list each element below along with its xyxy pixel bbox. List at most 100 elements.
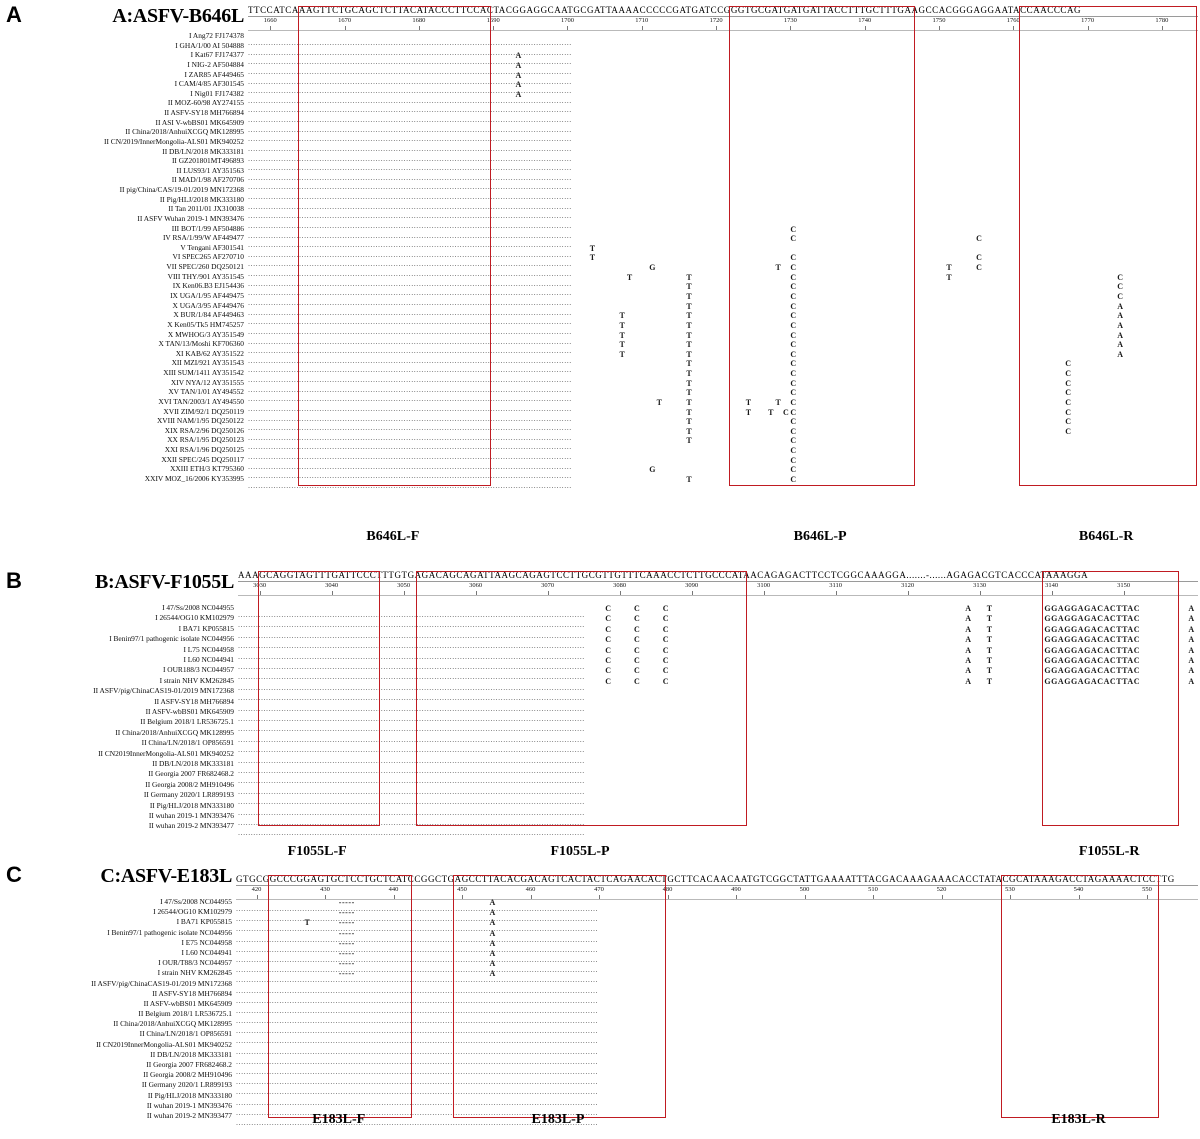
sequence-name: I NIG-2 AF504884 [187,59,244,69]
ruler-tick-mark [462,895,464,899]
alignment-row: XI KAB/62 AY351522......................… [176,349,1198,365]
alignment-row: XXIII ETH/3 KT795360....................… [170,464,1198,480]
sequence-name: I OUR/T88/3 NC044957 [158,958,232,968]
sequence-name: II ASFV-SY18 MH766894 [164,108,244,118]
mutation-base: C [790,417,797,427]
sequence-name: II ASFV Wuhan 2019-1 MN393476 [137,213,244,223]
alignment-row: I Kat67 FJ174377........................… [191,50,1198,66]
identity-dots: ........................................… [238,786,585,796]
primer-label: E183L-P [531,1112,585,1127]
alignment-row: IV RSA/1/99/W AF449477..................… [163,233,1198,249]
identity-dots: ........................................… [248,326,572,336]
alignment-row: II wuhan 2019-1 MN393476................… [147,1101,1198,1117]
alignment-row: II Pig/HLJ/2018 MN333180................… [150,801,1198,817]
position-ruler-b: 3030 3040 3050 3060 3070 3080 3090 3100 3110 3120… [238,582,1198,596]
mutation-base: C [662,635,670,645]
alignment-row: I OUR188/3 NC044957.....................… [163,665,1198,681]
alignment-row: I GHA/1/00 AI 504888....................… [175,41,1198,57]
panel-letter-a: A [6,2,22,27]
mutation-base: A [965,645,972,655]
sequence-name: II China/2018/AnhuiXCGQ MK128995 [115,727,234,737]
panel-title-b: B:ASFV-F1055L [94,571,234,593]
ruler-tick-label: 3080 [613,582,627,589]
mutation-base: A [965,635,972,645]
ruler-tick-label: 1750 [932,17,946,24]
identity-dots: ........................................… [238,610,585,619]
sequence-name: I 47/Ss/2008 NC044955 [162,603,234,612]
alignment-row: II MOZ-60/98 AY274155...................… [168,98,1198,114]
alignment-row: II DB/LN/2018 MK333181..................… [162,147,1198,163]
sequence-name: II China/2018/AnhuiXCGQ MK128995 [125,127,244,137]
mutation-base: T [745,407,752,417]
alignment-row: II ASFV-SY18 MH766894...................… [152,989,1198,1005]
sequence-name: I Benin97/1 pathogenic isolate NC044956 [109,634,234,644]
identity-dots: ........................................… [248,461,572,471]
ruler-tick-label: 3130 [973,582,987,589]
mutation-base: C [790,330,797,340]
mutation-base: T [986,666,993,676]
mutation-base: C [976,263,983,273]
identity-dots: ........................................… [238,745,585,755]
sequence-name: II wuhan 2019-2 MN393477 [148,821,234,831]
mutation-base: C [790,397,797,407]
alignment-row: II Belgium 2018/1 LR536725.1............… [140,717,1198,733]
sequence-name: I Nig01 FJ174382 [190,88,244,98]
identity-dots: ........................................… [238,641,585,651]
alignment-row: I Nig01 FJ174382........................… [190,89,1198,105]
identity-dots: ........................................… [238,682,585,692]
mutation-base: C [790,465,797,475]
alignment-row: II wuhan 2019-2 MN393477................… [149,821,1198,837]
sequence-name: I L75 NC044958 [183,644,234,654]
primer-label: E183L-F [312,1112,366,1127]
alignment-row: II DB/LN/2018 MK333181..................… [152,759,1198,775]
ruler-tick-label: 1720 [709,17,723,24]
mutation-base: A [1188,676,1195,686]
mutation-base: C [790,272,797,282]
identity-dots: ........................................… [248,249,572,259]
mutation-base: G [649,263,656,273]
identity-dots: ........................................… [236,934,599,944]
ruler-tick-mark [907,591,909,595]
mutation-base: C [790,349,797,359]
identity-dots: ........................................… [236,1026,599,1036]
sequence-name: II wuhan 2019-1 MN393476 [148,811,234,820]
mutation-base: A [1117,311,1124,321]
alignment-row: X MWHOG/3 AY351549......................… [168,330,1198,346]
identity-dots: ........................................… [248,423,572,433]
alignment-row: I strain NHV KM262845...................… [160,676,1198,692]
ruler-tick-mark [790,26,792,30]
ruler-tick-mark [493,26,495,30]
mutation-base: C [634,676,641,686]
mutation-base: A [489,969,496,979]
mutation-base: C [1065,397,1072,407]
mutation-base: C [1065,378,1072,388]
alignment-row: VII SPEC/260 DQ250121...................… [166,262,1198,278]
alignment-row: X BUR/1/84 AF449463.....................… [173,310,1198,326]
mutation-base: T [619,330,626,340]
ruler-tick-label: 1780 [1155,17,1169,24]
identity-dots: ........................................… [236,965,599,975]
alignment-row: II China/LN/2018/1 OP856591.............… [142,738,1198,754]
mutation-base: T [619,320,626,330]
ruler-tick-mark [835,591,837,595]
identity-dots: ........................................… [238,651,585,661]
sequence-name: X BUR/1/84 AF449463 [173,310,244,320]
alignment-row: II MAD/1/98 AF270706....................… [172,175,1198,191]
mutation-base: T [986,676,993,686]
mutation-base: C [790,388,797,398]
identity-dots: ........................................… [248,471,572,481]
alignment-row: II Germany 2020/1 LR899193..............… [144,790,1198,806]
mutation-base: C [790,359,797,369]
mutation-base: A [965,604,972,613]
alignment-row: II CN2019InnerMongolia-ALS01 MK940252...… [98,749,1198,765]
identity-dots: ........................................… [236,975,599,985]
identity-dots: ........................................… [236,1087,599,1097]
alignment-row: II ASFV-wbBS01 MK645909.................… [146,707,1198,723]
sequence-name: XVI TAN/2003/1 AY494550 [158,396,244,406]
sequence-name: XVII ZIM/92/1 DQ250119 [163,406,244,416]
mutation-base: GGAGGAGACACTTAC [1044,624,1141,634]
alignment-row: II China/LN/2018/1 OP856591.............… [140,1029,1198,1045]
identity-dots: ........................................… [236,1107,599,1117]
ruler-tick-label: 3100 [757,582,771,589]
mutation-base: T [686,320,693,330]
